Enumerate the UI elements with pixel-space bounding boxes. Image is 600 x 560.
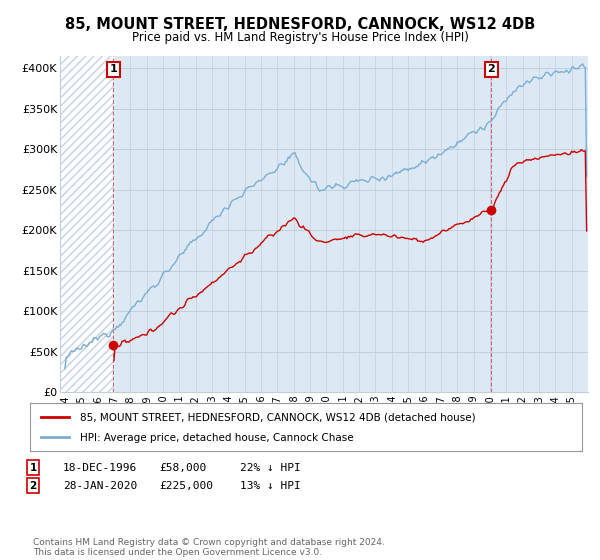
Text: 2: 2 bbox=[29, 480, 37, 491]
Text: 85, MOUNT STREET, HEDNESFORD, CANNOCK, WS12 4DB: 85, MOUNT STREET, HEDNESFORD, CANNOCK, W… bbox=[65, 17, 535, 32]
Text: £225,000: £225,000 bbox=[159, 480, 213, 491]
Text: 2: 2 bbox=[487, 64, 495, 74]
Text: Price paid vs. HM Land Registry's House Price Index (HPI): Price paid vs. HM Land Registry's House … bbox=[131, 31, 469, 44]
Text: 85, MOUNT STREET, HEDNESFORD, CANNOCK, WS12 4DB (detached house): 85, MOUNT STREET, HEDNESFORD, CANNOCK, W… bbox=[80, 413, 475, 422]
Text: 1: 1 bbox=[29, 463, 37, 473]
Bar bbox=[60, 56, 114, 392]
Text: £58,000: £58,000 bbox=[159, 463, 206, 473]
Text: HPI: Average price, detached house, Cannock Chase: HPI: Average price, detached house, Cann… bbox=[80, 433, 353, 444]
Text: 28-JAN-2020: 28-JAN-2020 bbox=[63, 480, 137, 491]
Text: 13% ↓ HPI: 13% ↓ HPI bbox=[240, 480, 301, 491]
Text: Contains HM Land Registry data © Crown copyright and database right 2024.
This d: Contains HM Land Registry data © Crown c… bbox=[33, 538, 385, 557]
Text: 22% ↓ HPI: 22% ↓ HPI bbox=[240, 463, 301, 473]
Text: 1: 1 bbox=[110, 64, 118, 74]
Polygon shape bbox=[60, 56, 114, 392]
Text: 18-DEC-1996: 18-DEC-1996 bbox=[63, 463, 137, 473]
